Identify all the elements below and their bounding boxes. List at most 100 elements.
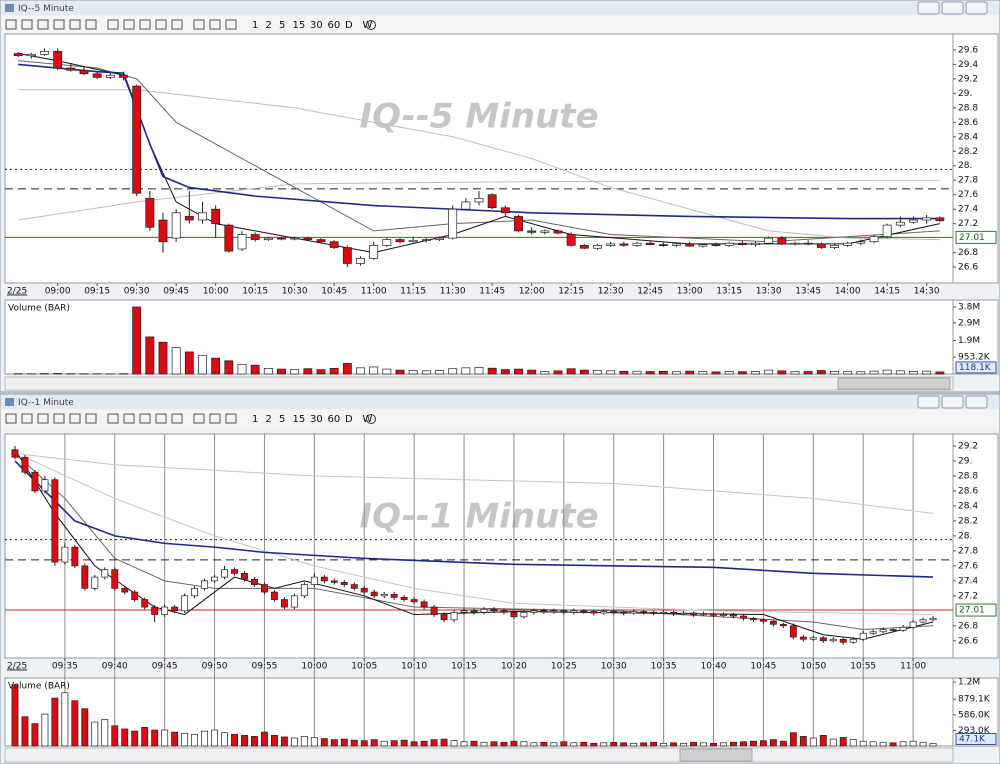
toolbar-button[interactable]: [85, 413, 97, 424]
volume-bar: [480, 741, 488, 747]
candle-body: [711, 244, 721, 246]
y-tick-label: 27.2: [958, 591, 978, 601]
toolbar-button[interactable]: [21, 413, 33, 424]
candle-body: [435, 237, 444, 240]
toolbar-button[interactable]: [21, 19, 33, 30]
candle-body: [360, 587, 368, 593]
y-tick-label: 3.8M: [958, 302, 980, 312]
scrollbar-thumb[interactable]: [679, 748, 753, 762]
interval-button[interactable]: 2: [266, 20, 272, 31]
interval-button[interactable]: 1: [252, 20, 258, 31]
toolbar-button[interactable]: [53, 413, 65, 424]
interval-button[interactable]: 60: [328, 414, 341, 425]
toolbar-button[interactable]: [139, 19, 151, 30]
volume-bar: [395, 369, 405, 375]
maximize-button[interactable]: [941, 1, 964, 15]
candle-body: [61, 546, 69, 563]
toolbar-button[interactable]: [85, 19, 97, 30]
candle-body: [410, 599, 418, 603]
interval-button[interactable]: W: [363, 20, 373, 31]
toolbar-button[interactable]: [5, 19, 17, 30]
toolbar-button[interactable]: [171, 413, 183, 424]
interval-button[interactable]: 1: [252, 414, 258, 425]
volume-bar: [41, 713, 49, 747]
toolbar-button[interactable]: [193, 413, 205, 424]
toolbar-button[interactable]: [123, 413, 135, 424]
toolbar-button[interactable]: [5, 413, 17, 424]
volume-bar: [221, 732, 228, 747]
scrollbar-thumb[interactable]: [837, 377, 951, 390]
toolbar-button[interactable]: [69, 19, 81, 30]
volume-bar: [882, 369, 892, 375]
interval-button[interactable]: 2: [266, 414, 272, 425]
volume-bar: [290, 369, 300, 375]
interval-button[interactable]: 30: [310, 20, 323, 31]
interval-button[interactable]: W: [363, 414, 373, 425]
toolbar-button[interactable]: [155, 19, 167, 30]
cancel-button[interactable]: [366, 414, 376, 424]
volume-bar: [310, 737, 318, 747]
interval-button[interactable]: 15: [293, 414, 306, 425]
toolbar-button[interactable]: [139, 413, 151, 424]
interval-button[interactable]: 5: [279, 20, 285, 31]
toolbar-button[interactable]: [225, 19, 237, 30]
interval-button[interactable]: 30: [310, 414, 323, 425]
app-icon: [5, 398, 14, 406]
volume-bar: [751, 371, 760, 375]
toolbar-button[interactable]: [209, 19, 221, 30]
toolbar-button[interactable]: [225, 413, 237, 424]
toolbar-button[interactable]: [171, 19, 183, 30]
toolbar-button[interactable]: [37, 413, 49, 424]
toolbar-button[interactable]: [107, 19, 119, 30]
y-tick-label: 28.8: [958, 471, 978, 481]
volume-bar: [606, 370, 616, 375]
interval-button[interactable]: 5: [279, 414, 285, 425]
toolbar-button[interactable]: [107, 413, 119, 424]
candle-body: [698, 244, 708, 247]
close-button[interactable]: [965, 395, 988, 409]
toolbar-button[interactable]: [53, 19, 65, 30]
interval-button[interactable]: D: [345, 414, 353, 425]
volume-bar: [929, 743, 937, 747]
y-tick-label: 27.8: [958, 176, 978, 186]
volume-bar: [830, 371, 839, 375]
candle-body: [540, 610, 548, 613]
toolbar-button[interactable]: [69, 413, 81, 424]
volume-bar: [619, 371, 629, 375]
volume-bar: [500, 369, 510, 375]
interval-button[interactable]: D: [345, 20, 353, 31]
candle-body: [390, 593, 398, 598]
minimize-button[interactable]: [917, 1, 940, 15]
toolbar-button[interactable]: [123, 19, 135, 30]
interval-button[interactable]: 60: [328, 20, 341, 31]
x-tick-label: 11:30: [440, 287, 466, 297]
volume-bar: [198, 355, 207, 375]
toolbar-button[interactable]: [155, 413, 167, 424]
y-tick-label: 28.: [958, 531, 972, 541]
x-tick-label: 10:00: [301, 662, 327, 672]
volume-bar: [690, 741, 697, 747]
candle-body: [856, 241, 866, 244]
window-title: IQ--5 Minute: [18, 4, 74, 14]
candle-body: [809, 637, 817, 640]
minimize-button[interactable]: [917, 395, 940, 409]
candle-body: [480, 608, 488, 613]
toolbar-button[interactable]: [193, 19, 205, 30]
toolbar-button[interactable]: [37, 19, 49, 30]
scrollbar-track[interactable]: [4, 376, 954, 391]
volume-bar: [809, 737, 817, 747]
candle-body: [909, 621, 917, 628]
maximize-button[interactable]: [941, 395, 964, 409]
close-button[interactable]: [965, 1, 988, 15]
volume-bar: [819, 735, 827, 747]
x-tick-label: 10:35: [651, 662, 677, 672]
toolbar-button[interactable]: [209, 413, 221, 424]
scrollbar-track[interactable]: [4, 747, 954, 763]
interval-button[interactable]: 15: [293, 20, 306, 31]
volume-bar: [540, 371, 550, 375]
candle-body: [658, 244, 668, 246]
y-tick-label: 27.6: [958, 561, 978, 571]
cancel-button[interactable]: [366, 20, 376, 30]
y-tick-label: 29.: [958, 89, 972, 99]
volume-bar: [31, 723, 39, 747]
